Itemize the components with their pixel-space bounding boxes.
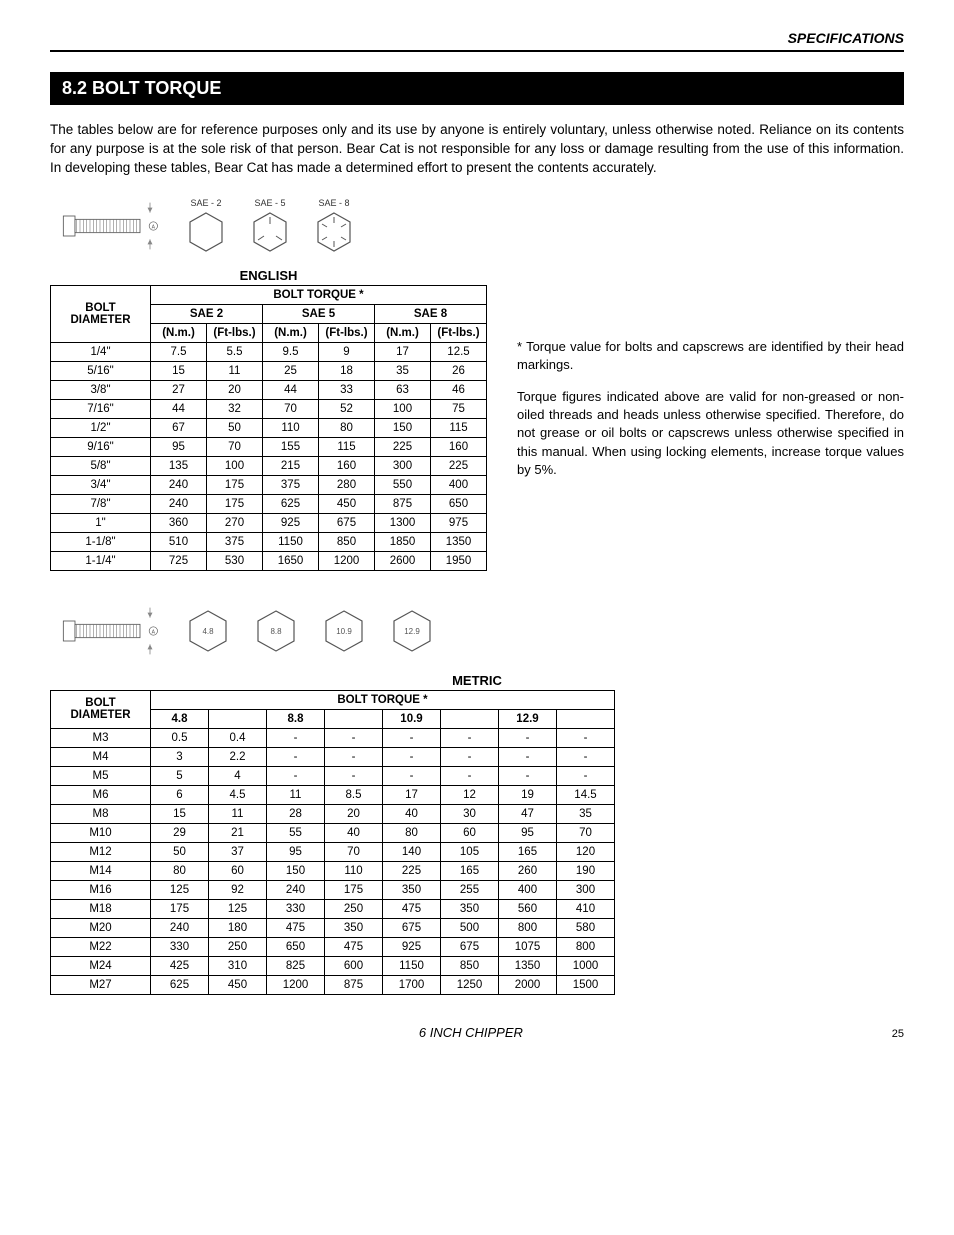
english-table-title: ENGLISH: [50, 268, 487, 283]
sae8-label: SAE - 8: [318, 198, 349, 208]
table-row: 5/16"151125183526: [51, 361, 487, 380]
svg-text:4.8: 4.8: [202, 627, 214, 636]
table-row: M432.2------: [51, 747, 615, 766]
table-row: 1-1/4"7255301650120026001950: [51, 551, 487, 570]
intro-paragraph: The tables below are for reference purpo…: [50, 121, 904, 178]
table-row: M148060150110225165260190: [51, 861, 615, 880]
footer-page: 25: [892, 1028, 904, 1040]
hex-metric-icon: 4.8: [184, 607, 232, 655]
note-asterisk: * Torque value for bolts and capscrews a…: [517, 338, 904, 374]
table-row: M223302506504759256751075800: [51, 937, 615, 956]
hex-metric-icon: 10.9: [320, 607, 368, 655]
footer-title: 6 INCH CHIPPER: [50, 1025, 892, 1040]
table-row: M1612592240175350255400300: [51, 880, 615, 899]
bolt-side-icon: A: [60, 196, 160, 256]
section-title: 8.2 BOLT TORQUE: [50, 72, 904, 105]
metric-table: BOLT DIAMETER BOLT TORQUE * 4.8 8.8 10.9…: [50, 690, 615, 995]
metric-hex-col: 8.8: [252, 607, 300, 655]
table-row: M18175125330250475350560410: [51, 899, 615, 918]
metric-table-title: METRIC: [50, 673, 904, 688]
note-torque: Torque figures indicated above are valid…: [517, 388, 904, 479]
metric-hex-col: 10.9: [320, 607, 368, 655]
hex-metric-icon: 12.9: [388, 607, 436, 655]
page-footer: 6 INCH CHIPPER 25: [50, 1025, 904, 1040]
col-bolt-torque-metric: BOLT TORQUE *: [151, 690, 615, 709]
metric-hex-col: 4.8: [184, 607, 232, 655]
table-row: M554------: [51, 766, 615, 785]
hex-metric-icon: 8.8: [252, 607, 300, 655]
sae-diagram-row: A SAE - 2 SAE - 5 SAE - 8: [50, 196, 904, 256]
side-notes: * Torque value for bolts and capscrews a…: [517, 268, 904, 493]
metric-diagram-row: A 4.8 8.8 10.9 12.9: [50, 601, 904, 661]
table-row: M102921554080609570: [51, 823, 615, 842]
hex-sae2-icon: [184, 210, 228, 254]
table-row: M30.50.4------: [51, 728, 615, 747]
table-row: 3/4"240175375280550400: [51, 475, 487, 494]
metric-table-wrap: METRIC BOLT DIAMETER BOLT TORQUE * 4.8 8…: [50, 673, 904, 995]
col-bolt-diameter-metric: BOLT DIAMETER: [51, 690, 151, 728]
english-table: BOLT DIAMETER BOLT TORQUE * SAE 2 SAE 5 …: [50, 285, 487, 571]
col-bolt-diameter: BOLT DIAMETER: [51, 285, 151, 342]
table-row: 1"3602709256751300975: [51, 513, 487, 532]
metric-hex-col: 12.9: [388, 607, 436, 655]
svg-text:10.9: 10.9: [336, 627, 352, 636]
hex-sae8-icon: [312, 210, 356, 254]
hex-sae5-icon: [248, 210, 292, 254]
table-row: M1250379570140105165120: [51, 842, 615, 861]
table-row: 1/4"7.55.59.591712.5: [51, 342, 487, 361]
table-row: M24425310825600115085013501000: [51, 956, 615, 975]
table-row: 5/8"135100215160300225: [51, 456, 487, 475]
table-row: M20240180475350675500800580: [51, 918, 615, 937]
table-row: 7/16"4432705210075: [51, 399, 487, 418]
sae5-label: SAE - 5: [254, 198, 285, 208]
svg-text:8.8: 8.8: [270, 627, 282, 636]
table-row: 1-1/8"510375115085018501350: [51, 532, 487, 551]
table-row: M81511282040304735: [51, 804, 615, 823]
sae2-label: SAE - 2: [190, 198, 221, 208]
table-row: 9/16"9570155115225160: [51, 437, 487, 456]
table-row: 1/2"675011080150115: [51, 418, 487, 437]
col-bolt-torque: BOLT TORQUE *: [151, 285, 487, 304]
page-header: SPECIFICATIONS: [50, 30, 904, 52]
table-row: 3/8"272044336346: [51, 380, 487, 399]
svg-text:12.9: 12.9: [404, 627, 420, 636]
table-row: M2762545012008751700125020001500: [51, 975, 615, 994]
english-table-wrap: ENGLISH BOLT DIAMETER BOLT TORQUE * SAE …: [50, 268, 487, 571]
table-row: 7/8"240175625450875650: [51, 494, 487, 513]
table-row: M664.5118.517121914.5: [51, 785, 615, 804]
bolt-side-icon-metric: A: [60, 601, 160, 661]
